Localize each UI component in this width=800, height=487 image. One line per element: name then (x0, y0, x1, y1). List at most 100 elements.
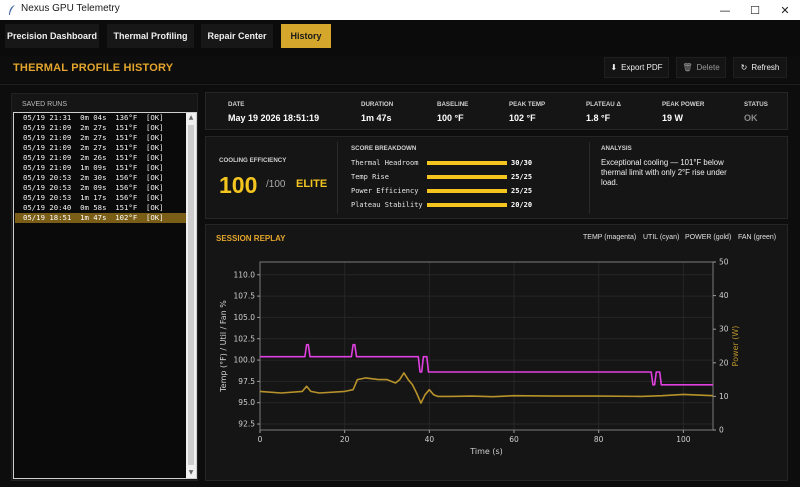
y-tick-label: 100.0 (234, 356, 256, 365)
export-pdf-button[interactable]: ⬇ Export PDF (604, 57, 669, 78)
scroll-thumb[interactable] (188, 125, 194, 465)
refresh-label: Refresh (751, 63, 780, 72)
y-tick-label: 92.5 (238, 420, 255, 429)
delete-label: Delete (696, 63, 720, 72)
power-series-line (259, 372, 714, 404)
y-right-tick-label: 30 (719, 325, 729, 334)
export-pdf-label: Export PDF (621, 63, 663, 72)
tab-thermal-profiling[interactable]: Thermal Profiling (107, 24, 194, 48)
duration-value: 1m 47s (361, 113, 392, 123)
breakdown-name: Thermal Headroom (351, 159, 419, 167)
status-badge: OK (744, 113, 758, 123)
peak-temp-value: 102 °F (509, 113, 536, 123)
x-tick-label: 100 (676, 435, 691, 444)
efficiency-max: /100 (266, 179, 286, 190)
plateau-label: PLATEAU Δ (586, 101, 621, 108)
breakdown-bar (427, 175, 507, 179)
list-item[interactable]: 05/19 20:53 2m 09s 156°F [OK] (23, 183, 164, 192)
baseline-value: 100 °F (437, 113, 464, 123)
list-item[interactable]: 05/19 21:09 1m 09s 151°F [OK] (23, 163, 164, 172)
list-item[interactable]: 05/19 21:09 2m 27s 151°F [OK] (23, 143, 164, 152)
y-tick-label: 107.5 (234, 292, 256, 301)
breakdown-bar (427, 203, 507, 207)
x-tick-label: 0 (258, 435, 263, 444)
y-tick-label: 105.0 (234, 313, 256, 322)
x-axis-label: Time (s) (469, 447, 503, 456)
baseline-label: BASELINE (437, 101, 469, 108)
list-item[interactable]: 05/19 21:09 2m 27s 151°F [OK] (23, 133, 164, 142)
y-right-axis-label: Power (W) (731, 326, 740, 367)
breakdown-bar (427, 189, 507, 193)
legend-temp: TEMP (magenta) (583, 234, 637, 241)
maximize-icon[interactable]: ☐ (750, 3, 760, 17)
list-item[interactable]: 05/19 21:09 2m 26s 151°F [OK] (23, 153, 164, 162)
date-label: DATE (228, 101, 245, 108)
score-breakdown-label: SCORE BREAKDOWN (351, 145, 417, 152)
y-tick-label: 102.5 (234, 334, 256, 343)
efficiency-divider (337, 142, 338, 214)
list-item[interactable]: 05/19 20:53 2m 30s 156°F [OK] (23, 173, 164, 182)
efficiency-score: 100 (219, 172, 258, 198)
page-title: THERMAL PROFILE HISTORY (13, 62, 174, 74)
breakdown-name: Plateau Stability (351, 201, 423, 209)
list-item[interactable]: 05/19 20:53 1m 17s 156°F [OK] (23, 193, 164, 202)
delete-button[interactable]: 🗑 Delete (676, 57, 726, 78)
breakdown-name: Power Efficiency (351, 187, 419, 195)
y-right-tick-label: 40 (719, 291, 729, 300)
temp-series-line (260, 343, 713, 386)
y-right-tick-label: 20 (719, 358, 729, 367)
y-tick-label: 95.0 (238, 398, 255, 407)
list-item[interactable]: 05/19 20:40 0m 58s 151°F [OK] (23, 203, 164, 212)
tab-bar: Precision Dashboard Thermal Profiling Re… (0, 20, 800, 56)
x-tick-label: 40 (425, 435, 435, 444)
breakdown-name: Temp Rise (351, 173, 389, 181)
scroll-up-icon[interactable]: ▲ (188, 114, 194, 121)
legend-fan: FAN (green) (738, 234, 777, 241)
tab-precision-dashboard[interactable]: Precision Dashboard (5, 24, 99, 48)
y-axis-label: Temp (°F) / Util / Fan % (219, 300, 228, 393)
breakdown-score: 25/25 (511, 173, 533, 181)
tab-repair-center[interactable]: Repair Center (201, 24, 273, 48)
list-scrollbar[interactable]: ▲ ▼ (186, 113, 196, 478)
cooling-efficiency-label: COOLING EFFICIENCY (219, 157, 287, 164)
breakdown-bar-fill (427, 161, 507, 165)
minimize-icon[interactable]: — (719, 3, 731, 17)
x-tick-label: 80 (594, 435, 604, 444)
y-tick-label: 110.0 (234, 270, 256, 279)
session-replay-chart: 0 20 40 60 80 10092.595.097.5100.0102.5105.01… (219, 258, 740, 457)
date-value: May 19 2026 18:51:19 (228, 113, 320, 123)
list-item[interactable]: 05/19 21:09 2m 27s 151°F [OK] (23, 123, 164, 132)
breakdown-bar-fill (427, 189, 507, 193)
tab-history[interactable]: History (281, 24, 331, 48)
window-title: Nexus GPU Telemetry (21, 3, 120, 14)
header-divider (0, 84, 800, 85)
list-item[interactable]: 05/19 21:31 0m 04s 136°F [OK] (23, 113, 164, 122)
refresh-button[interactable]: ↻ Refresh (733, 57, 787, 78)
breakdown-bar (427, 161, 507, 165)
breakdown-score: 30/30 (511, 159, 533, 167)
trash-icon: 🗑 (682, 63, 693, 72)
scroll-down-icon[interactable]: ▼ (188, 469, 194, 476)
download-icon: ⬇ (610, 63, 618, 72)
plot-frame (259, 261, 714, 431)
legend-power: POWER (gold) (685, 234, 732, 241)
peak-power-label: PEAK POWER (662, 101, 705, 108)
y-right-tick-label: 0 (719, 426, 724, 435)
list-item-selected[interactable]: 05/19 18:51 1m 47s 102°F [OK] (15, 213, 187, 223)
peak-temp-label: PEAK TEMP (509, 101, 546, 108)
legend-util: UTIL (cyan) (643, 234, 680, 241)
breakdown-bar-fill (427, 175, 507, 179)
close-icon[interactable]: ✕ (780, 3, 790, 17)
saved-runs-list[interactable]: 05/19 21:31 0m 04s 136°F [OK] 05/19 21:0… (13, 112, 197, 479)
session-replay-title: SESSION REPLAY (216, 234, 286, 243)
breakdown-bar-fill (427, 203, 507, 207)
x-tick-label: 60 (509, 435, 519, 444)
refresh-icon: ↻ (740, 63, 748, 72)
breakdown-score: 25/25 (511, 187, 533, 195)
y-tick-label: 97.5 (238, 377, 255, 386)
y-right-tick-label: 10 (719, 392, 729, 401)
efficiency-grade: ELITE (296, 178, 328, 190)
analysis-label: ANALYSIS (601, 145, 632, 152)
saved-runs-label: SAVED RUNS (22, 101, 67, 108)
